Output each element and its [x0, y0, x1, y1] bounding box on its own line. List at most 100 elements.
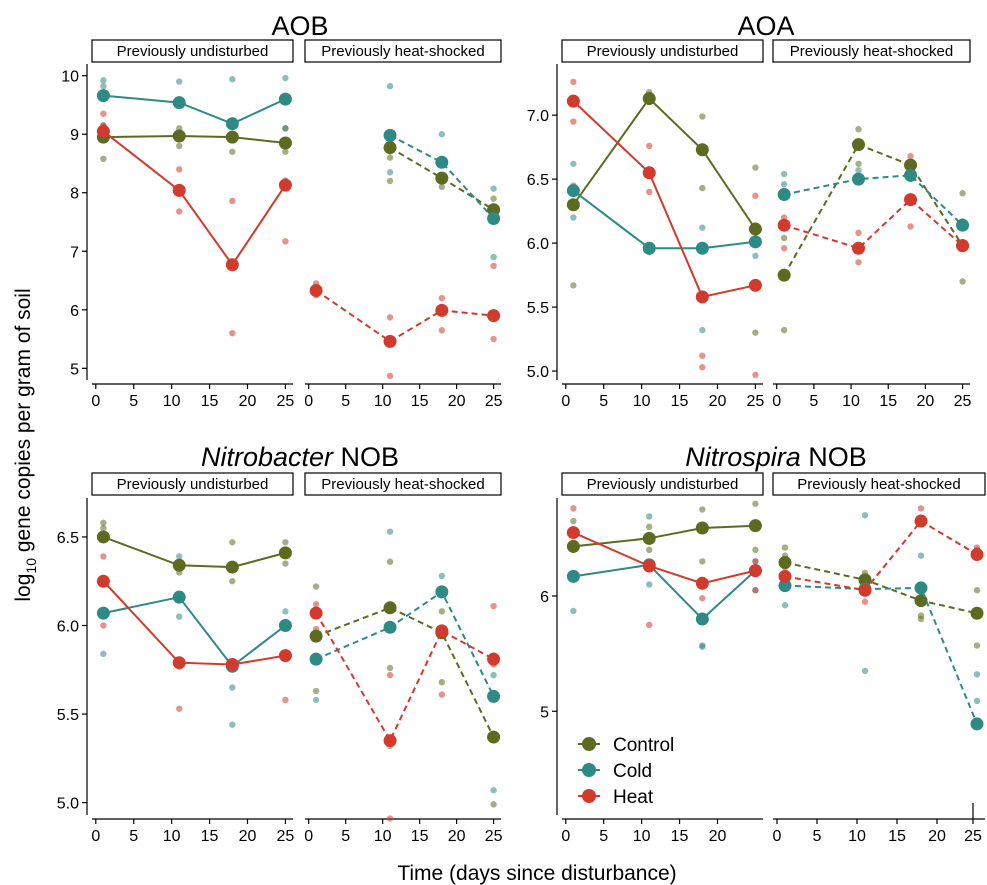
mean-point-heat: [642, 559, 656, 573]
replicate-point-heat: [752, 587, 759, 594]
replicate-point-cold: [100, 77, 107, 84]
x-tick-label: 10: [374, 393, 392, 410]
replicate-point-heat: [282, 696, 289, 704]
replicate-point-cold: [570, 160, 577, 167]
replicate-point-control: [282, 148, 289, 155]
mean-point-heat: [851, 241, 865, 255]
mean-point-control: [566, 198, 580, 212]
replicate-point-heat: [386, 314, 394, 321]
mean-point-cold: [383, 128, 397, 142]
replicate-point-control: [699, 506, 706, 513]
replicate-point-heat: [917, 505, 925, 512]
x-tick-label: 25: [485, 393, 503, 410]
replicate-point-control: [973, 587, 981, 594]
replicate-point-cold: [386, 528, 394, 535]
series-line-cold: [103, 596, 287, 668]
mean-point-heat: [225, 657, 239, 671]
replicate-point-cold: [229, 684, 236, 691]
legend-label: Control: [613, 735, 674, 756]
x-tick-label: 0: [304, 828, 313, 845]
mean-point-control: [566, 539, 580, 553]
x-tick-label: 20: [239, 828, 257, 845]
replicate-point-control: [438, 608, 446, 615]
mean-point-cold: [172, 96, 186, 110]
series-line-control: [573, 524, 756, 548]
mean-point-heat: [278, 178, 292, 192]
mean-point-control: [748, 222, 762, 236]
legend-marker: [582, 789, 596, 803]
facet-strip: [561, 39, 764, 63]
replicate-point-control: [282, 560, 289, 567]
replicate-point-control: [752, 329, 759, 336]
y-tick-label: 6: [70, 303, 79, 320]
replicate-point-heat: [176, 208, 183, 215]
series-line-heat: [315, 289, 494, 343]
replicate-point-cold: [646, 581, 653, 588]
mean-point-control: [970, 606, 984, 620]
replicate-point-cold: [490, 787, 497, 794]
mean-point-control: [777, 268, 791, 282]
mean-point-heat: [970, 547, 984, 561]
x-tick-label: 20: [916, 393, 934, 410]
mean-point-heat: [748, 278, 762, 292]
replicate-point-cold: [282, 74, 289, 82]
mean-point-heat: [172, 183, 186, 197]
replicate-point-cold: [490, 185, 497, 192]
mean-point-control: [172, 558, 186, 572]
series-line-cold: [784, 584, 978, 725]
replicate-point-control: [699, 184, 706, 192]
replicate-point-cold: [438, 131, 446, 138]
mean-point-heat: [96, 574, 110, 588]
mean-point-cold: [225, 117, 239, 131]
y-tick-label: 5: [540, 704, 549, 721]
replicate-point-heat: [752, 371, 759, 379]
replicate-point-heat: [646, 142, 653, 150]
replicate-point-control: [386, 558, 394, 565]
mean-point-cold: [487, 689, 501, 703]
facet-strip: [772, 39, 971, 63]
facet-strip: [772, 472, 986, 496]
replicate-point-control: [570, 282, 577, 289]
y-tick-label: 5.5: [57, 707, 79, 724]
y-tick-label: 6.0: [57, 619, 79, 636]
replicate-point-control: [100, 519, 107, 526]
replicate-point-control: [490, 801, 497, 808]
replicate-point-heat: [570, 78, 577, 86]
y-tick-label: 5: [70, 361, 79, 378]
replicate-point-heat: [570, 118, 577, 125]
y-tick-label: 8: [70, 186, 79, 203]
panel-title: AOA: [737, 11, 794, 41]
mean-point-control: [383, 141, 397, 155]
facet-strip: [91, 39, 294, 63]
replicate-point-heat: [570, 505, 577, 512]
facet-strip-label: Previously undisturbed: [587, 43, 739, 60]
mean-point-control: [172, 129, 186, 143]
facet-strip-label: Previously undisturbed: [117, 476, 269, 493]
replicate-point-control: [699, 558, 706, 565]
series-line-heat: [572, 531, 756, 585]
x-tick-label: 5: [129, 393, 138, 410]
y-axis-label-subscript: 10: [23, 558, 39, 574]
mean-point-cold: [695, 612, 709, 626]
legend: Control Cold Heat: [578, 735, 674, 808]
replicate-point-heat: [490, 335, 497, 343]
replicate-point-heat: [699, 595, 706, 602]
mean-point-cold: [309, 652, 323, 666]
y-tick-label: 6.5: [527, 172, 549, 189]
x-tick-label: 20: [239, 393, 257, 410]
y-tick-label: 9: [70, 127, 79, 144]
legend-item-control: Control: [578, 735, 674, 756]
replicate-point-cold: [229, 76, 236, 83]
replicate-point-cold: [282, 125, 289, 132]
mean-point-heat: [278, 649, 292, 663]
mean-point-heat: [695, 290, 709, 304]
y-tick-label: 7: [70, 244, 79, 261]
replicate-point-heat: [752, 558, 759, 565]
facet-strip: [304, 472, 502, 496]
facet-heat-shocked: Previously heat-shocked 0 5 10 15 20 25: [772, 39, 972, 410]
x-tick-label: 15: [411, 828, 429, 845]
series-line-heat: [315, 612, 495, 743]
replicate-point-control: [780, 326, 788, 334]
replicate-point-heat: [386, 671, 394, 679]
x-tick-label: 5: [809, 393, 818, 410]
